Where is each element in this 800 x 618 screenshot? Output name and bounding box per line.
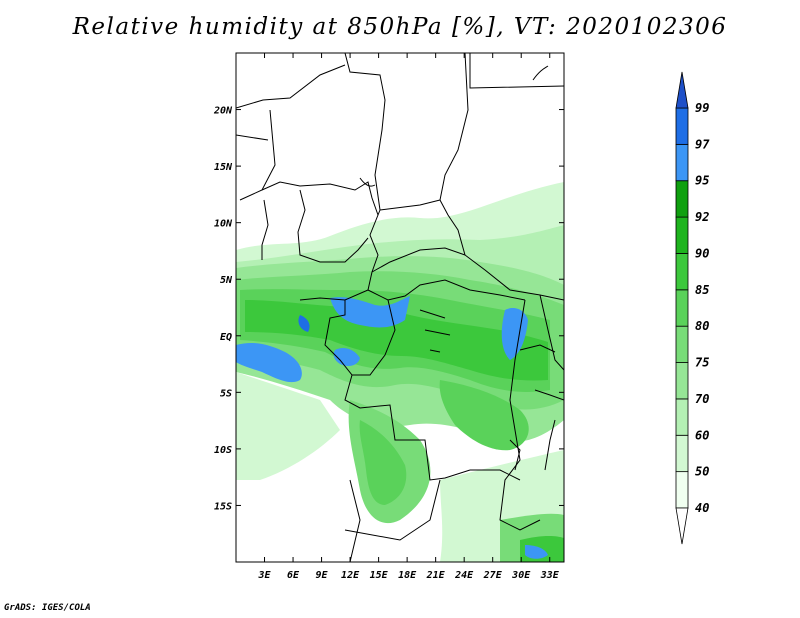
map-frame	[235, 52, 565, 563]
x-tick-label: 30E	[511, 570, 531, 581]
longitude-axis: 3E 6E 9E 12E 15E 18E 21E 24E 27E 30E 33E	[257, 53, 560, 581]
colorbar-lower-triangle	[675, 507, 689, 545]
colorbar-label: 50	[695, 465, 709, 479]
colorbar-label: 60	[695, 428, 709, 442]
colorbar-label: 97	[695, 137, 710, 151]
colorbar-label: 70	[695, 392, 709, 406]
colorbar: 40 50 60 70 75 80 85 90 92 95 97 99	[675, 71, 710, 545]
humidity-field	[236, 182, 564, 562]
colorbar-box	[675, 143, 689, 182]
x-tick-label: 15E	[370, 570, 389, 581]
colorbar-box	[675, 180, 689, 218]
x-tick-label: 9E	[316, 570, 329, 581]
x-tick-label: 12E	[341, 570, 360, 581]
footer-credit: GrADS: IGES/COLA	[4, 603, 91, 613]
x-tick-label: 6E	[287, 570, 300, 581]
colorbar-box	[675, 253, 689, 291]
colorbar-box	[675, 398, 689, 436]
colorbar-box	[675, 289, 689, 327]
map-title: Relative humidity at 850hPa [%], VT: 202…	[72, 14, 728, 40]
y-tick-label: 10S	[214, 445, 232, 456]
y-tick-label: 15N	[214, 162, 233, 173]
x-tick-label: 24E	[454, 570, 474, 581]
y-tick-label: 10N	[214, 219, 233, 230]
colorbar-label: 40	[695, 501, 709, 515]
colorbar-upper-triangle	[675, 71, 689, 109]
colorbar-label: 75	[695, 356, 709, 370]
colorbar-box	[675, 325, 689, 363]
x-tick-label: 33E	[540, 570, 560, 581]
colorbar-label: 99	[695, 101, 709, 115]
y-tick-label: 5S	[220, 388, 232, 399]
colorbar-label: 90	[695, 246, 709, 260]
latitude-axis: 20N 15N 10N 5N EQ 5S 10S 15S	[213, 106, 564, 512]
x-tick-label: 18E	[398, 570, 417, 581]
colorbar-label: 80	[695, 319, 709, 333]
country-borders	[236, 53, 564, 562]
x-tick-label: 21E	[426, 570, 446, 581]
x-tick-label: 3E	[257, 570, 271, 581]
x-tick-label: 27E	[483, 570, 503, 581]
colorbar-box	[675, 362, 689, 400]
colorbar-label: 92	[695, 210, 709, 224]
colorbar-box	[675, 107, 689, 145]
y-tick-label: 15S	[214, 501, 232, 512]
colorbar-box	[675, 434, 689, 473]
colorbar-box	[675, 471, 689, 509]
colorbar-label: 95	[695, 174, 709, 188]
colorbar-label: 85	[695, 283, 709, 297]
y-tick-label: 20N	[213, 106, 233, 117]
y-tick-label: EQ	[220, 332, 232, 343]
colorbar-box	[675, 216, 689, 254]
y-tick-label: 5N	[220, 275, 233, 286]
